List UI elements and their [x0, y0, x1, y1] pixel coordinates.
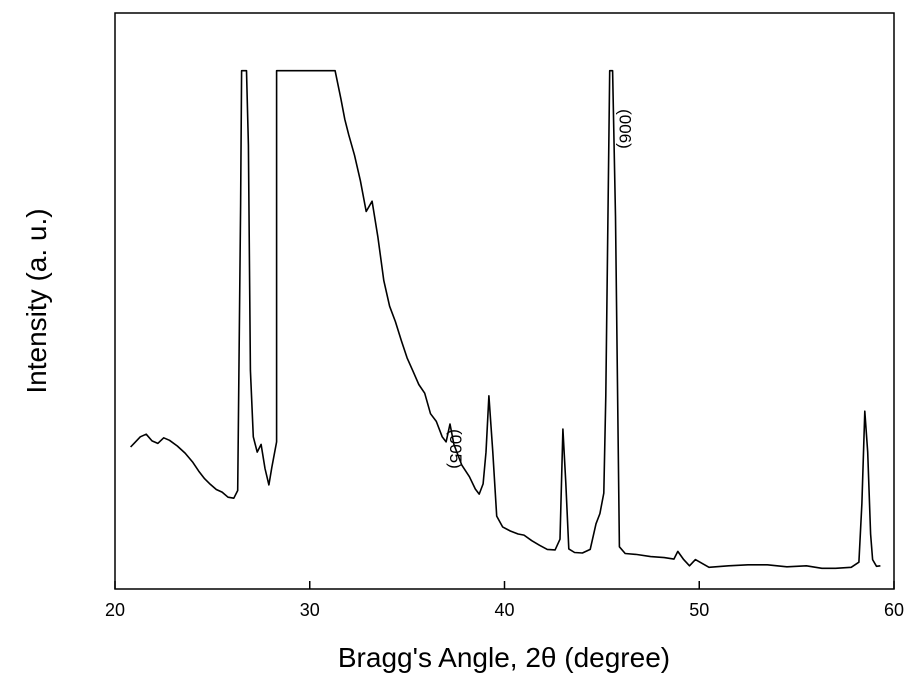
x-tick-label: 30	[300, 600, 320, 620]
plot-frame	[114, 12, 895, 590]
x-tick-label: 20	[105, 600, 125, 620]
x-axis-tick-labels: 20 30 40 50 60	[105, 600, 904, 620]
x-tick-label: 50	[689, 600, 709, 620]
peak-label: (005)	[446, 429, 465, 469]
x-tick-label: 40	[494, 600, 514, 620]
peak-label: (006)	[615, 109, 634, 149]
peak-annotations: (005) (006)	[446, 109, 634, 469]
x-axis-title: Bragg's Angle, 2θ (degree)	[338, 642, 670, 673]
diffraction-curve	[130, 69, 881, 570]
x-tick-label: 60	[884, 600, 904, 620]
y-axis-title: Intensity (a. u.)	[21, 208, 52, 393]
x-axis-ticks	[114, 581, 895, 589]
